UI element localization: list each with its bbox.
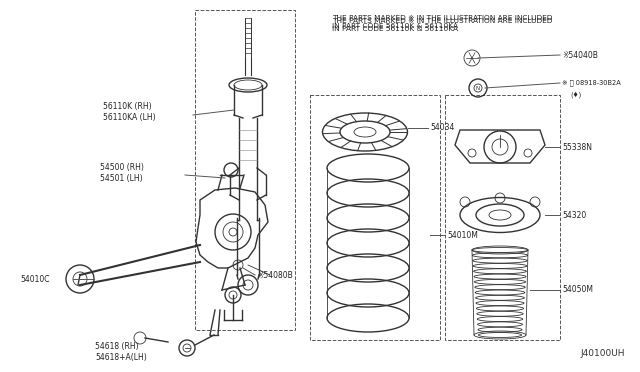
Text: ※54040B: ※54040B (562, 51, 598, 60)
Bar (310, 95, 440, 340)
Text: 55338N: 55338N (562, 142, 592, 151)
Text: 54050M: 54050M (562, 285, 593, 295)
Bar (195, 10, 295, 330)
Text: 54010C: 54010C (20, 275, 49, 283)
Text: THE PARTS MARKED ※ IN THE ILLUSTRATION ARE INCLUDED
IN PART CODE 56110K & 56110K: THE PARTS MARKED ※ IN THE ILLUSTRATION A… (332, 18, 552, 32)
Text: 54500 (RH)
54501 (LH): 54500 (RH) 54501 (LH) (100, 163, 144, 183)
Text: 54034: 54034 (430, 124, 454, 132)
Text: J40100UH: J40100UH (580, 349, 625, 358)
Text: ※54080B: ※54080B (257, 270, 292, 279)
Text: 54010M: 54010M (447, 231, 478, 240)
Text: 54618 (RH)
54618+A(LH): 54618 (RH) 54618+A(LH) (95, 342, 147, 362)
Text: (♦): (♦) (570, 92, 581, 98)
Bar (445, 95, 560, 340)
Text: 54320: 54320 (562, 211, 586, 219)
Text: 56110K (RH)
56110KA (LH): 56110K (RH) 56110KA (LH) (103, 102, 156, 122)
Text: ※ Ⓝ 08918-30B2A: ※ Ⓝ 08918-30B2A (562, 80, 621, 86)
Text: N: N (476, 86, 480, 90)
Text: THE PARTS MARKED ※ IN THE ILLUSTRATION ARE INCLUDED
IN PART CODE 56110K & 56110K: THE PARTS MARKED ※ IN THE ILLUSTRATION A… (332, 15, 552, 29)
